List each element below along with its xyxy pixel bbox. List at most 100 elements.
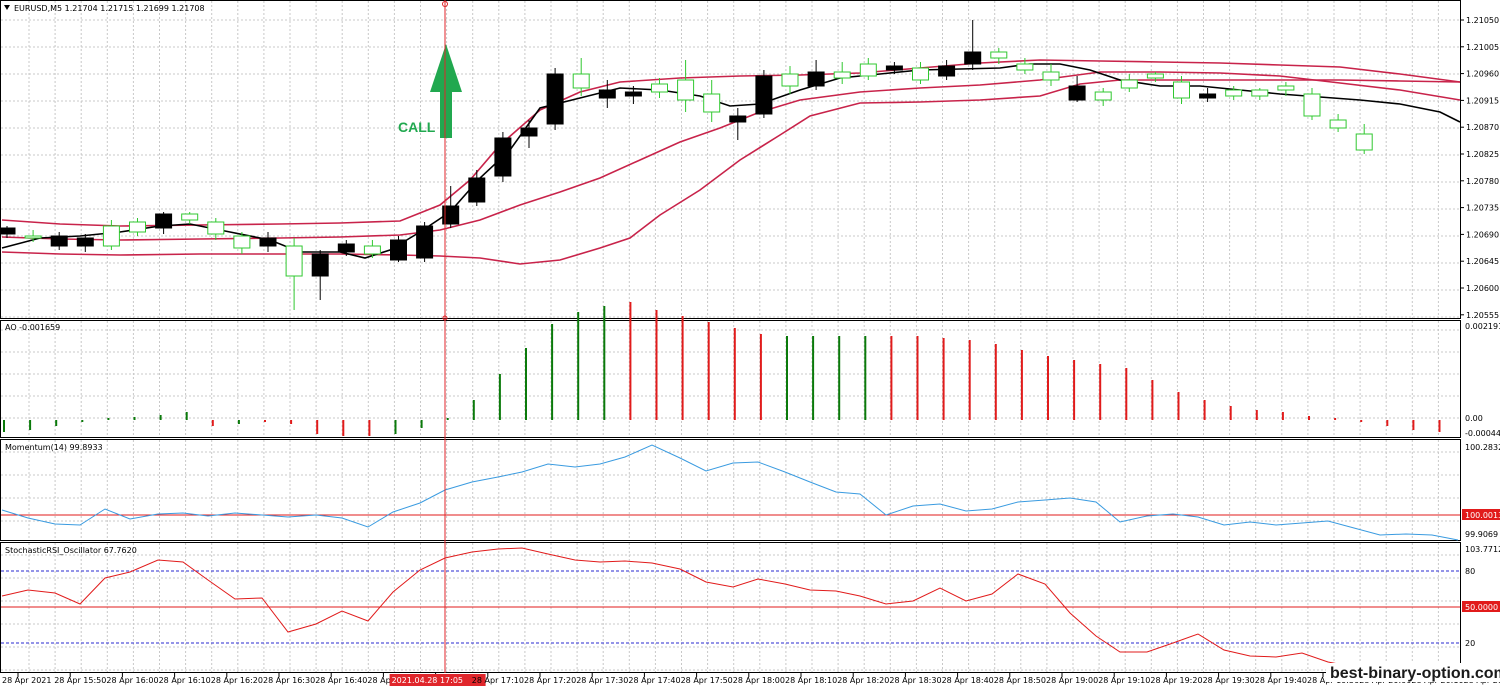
ao-bar: [107, 418, 110, 420]
candle-body: [494, 137, 512, 177]
candle-body: [468, 177, 486, 203]
ao-bar: [1255, 410, 1258, 420]
momentum-tick-bottom: 99.9069: [1465, 530, 1498, 539]
ao-bar: [1308, 416, 1310, 420]
ao-bar: [420, 420, 423, 428]
ao-bar: [1099, 364, 1102, 420]
candle-body: [311, 253, 329, 277]
candle-body: [1173, 81, 1190, 99]
time-label: 28 Apr 16:00: [106, 676, 158, 685]
ao-bar: [759, 334, 762, 420]
ao-bar: [1125, 368, 1128, 420]
time-label: 28 Apr 17:50: [681, 676, 733, 685]
ao-bar: [1334, 418, 1337, 420]
ao-bar: [1073, 360, 1076, 420]
price-tick-label: 1.20870: [1466, 123, 1499, 132]
stoch-pane: StochasticRSI_Oscillator 67.7620 103.771…: [1, 545, 1500, 673]
ao-bar: [81, 420, 84, 422]
time-label: 28 Apr 19:40: [1255, 676, 1307, 685]
main-title: EURUSD,M5 1.21704 1.21715 1.21699 1.2170…: [14, 4, 205, 13]
call-arrow-icon: [430, 44, 462, 138]
price-tick-label: 1.20555: [1466, 311, 1499, 320]
ao-bar: [29, 420, 32, 430]
ao-bar: [603, 306, 606, 420]
price-tick-label: 1.20645: [1466, 257, 1499, 266]
bb-middle: [1, 71, 1461, 241]
ao-bar: [525, 348, 527, 420]
ao-title: AO -0.001659: [5, 323, 60, 332]
crosshair-handle-top[interactable]: [442, 1, 448, 7]
candle-body: [442, 205, 460, 225]
candle-body: [807, 71, 825, 87]
candles: [0, 20, 1373, 310]
candle-body: [233, 235, 251, 249]
momentum-pane: Momentum(14) 99.8933 100.2832 100.0013 9…: [1, 443, 1500, 541]
ao-bar: [968, 340, 971, 420]
time-label: 28 Apr 16:10: [159, 676, 211, 685]
ao-bar: [394, 420, 397, 434]
ao-bar: [1412, 420, 1415, 430]
candle-body: [50, 235, 68, 247]
momentum-tick-top: 100.2832: [1465, 443, 1500, 452]
candle-body: [76, 237, 94, 247]
ao-tick-zero: 0.00: [1465, 414, 1483, 423]
time-label: 28 Apr 16:20: [211, 676, 263, 685]
ao-bar: [733, 328, 736, 420]
ao-bar: [890, 336, 893, 420]
ao-bar: [1020, 350, 1023, 420]
ao-histogram: [3, 302, 1441, 436]
ao-bar: [864, 336, 867, 420]
candle-body: [912, 67, 929, 81]
price-tick-label: 1.20735: [1466, 204, 1499, 213]
pane-borders: [0, 0, 1461, 673]
time-label: 28 Apr 16:30: [263, 676, 315, 685]
ao-bar: [1386, 420, 1389, 426]
candle-body: [181, 213, 199, 221]
candle-body: [520, 127, 538, 137]
ao-bar: [290, 420, 293, 424]
time-label-highlighted: 2021.04.28 17:05: [392, 676, 463, 685]
ao-bar: [838, 336, 841, 420]
time-label: 28 Apr 18:50: [994, 676, 1046, 685]
candle-body: [1355, 133, 1373, 151]
ao-bar: [707, 322, 710, 420]
candle-body: [1329, 119, 1347, 129]
time-label: 28 Apr 19:10: [1098, 676, 1150, 685]
bollinger-bands: [1, 59, 1461, 265]
candle-body: [624, 91, 642, 97]
price-tick-label: 1.20915: [1466, 96, 1499, 105]
time-label: 28 Apr 18:00: [733, 676, 785, 685]
candle-body: [885, 65, 903, 71]
candle-body: [703, 93, 721, 113]
stoch-axis: 103.7712 80 50.0000 20: [1462, 545, 1500, 648]
stoch-tick-top: 103.7712: [1465, 545, 1500, 554]
candle-body: [1068, 85, 1086, 101]
ao-tick-top: 0.002191: [1465, 322, 1500, 331]
candle-body: [24, 235, 42, 239]
candle-body: [259, 237, 277, 247]
candle-body: [572, 73, 590, 89]
time-label: 28 Apr 15:50: [54, 676, 106, 685]
crosshair-handle-main[interactable]: [442, 315, 448, 321]
price-tick-label: 1.20960: [1466, 70, 1499, 79]
candle-body: [207, 221, 225, 235]
ao-bar: [629, 302, 632, 420]
candle-body: [102, 225, 120, 247]
time-label: 28 Apr 19:20: [1150, 676, 1202, 685]
candle-body: [1094, 91, 1112, 101]
ao-bar: [316, 420, 319, 434]
candle-body: [598, 89, 616, 99]
candle-body: [755, 75, 773, 115]
grid: [1, 1, 1460, 672]
ao-bar: [1229, 406, 1232, 420]
ao-bar: [1203, 400, 1206, 420]
ao-bar: [446, 418, 449, 420]
stoch-title: StochasticRSI_Oscillator 67.7620: [5, 546, 137, 555]
time-label: 28 Apr 19:30: [1203, 676, 1255, 685]
candle-body: [285, 245, 303, 277]
main-collapse-icon[interactable]: [4, 5, 10, 10]
ao-bar: [942, 338, 945, 420]
time-label: 28 Apr 19:00: [1046, 676, 1098, 685]
ao-bar: [185, 412, 188, 420]
time-label: 28 Apr 18:20: [837, 676, 889, 685]
